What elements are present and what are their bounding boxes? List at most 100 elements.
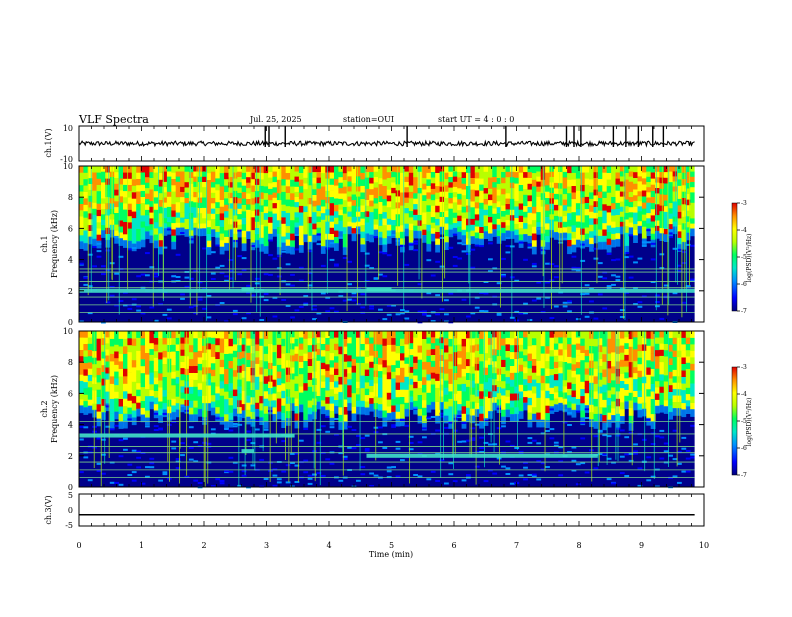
spectrogram-cell [580,331,585,339]
spectrogram-cell [462,166,467,172]
spectrogram-cell [299,186,304,193]
spectrogram-cell [277,371,282,378]
spectrogram-cell [277,275,282,277]
spectrogram-cell [136,179,141,186]
spectrogram-cell [207,343,212,349]
spectrogram-cell [638,384,643,391]
spectrogram-cell [79,337,84,344]
spectrogram-cell [572,357,577,364]
spectrogram-cell [514,200,519,206]
spectrogram-cell [690,171,695,177]
spectrogram-cell [413,363,418,370]
spectrogram-cell [286,179,291,186]
spectrogram-cell [360,466,365,468]
spectrogram-emission-band [242,449,255,453]
spectrogram-cell [462,189,467,195]
spectrogram-cell [391,398,396,405]
spectrogram-cell [229,353,234,361]
spectrogram-cell [598,262,603,264]
spectrogram-cell [207,316,212,318]
spectrogram-cell [514,400,519,407]
spectrogram-cell [369,331,374,338]
spectrogram-cell [110,414,115,422]
spectrogram-cell [338,182,343,188]
spectrogram-cell [514,407,519,414]
spectrogram-cell [620,227,625,235]
spectrogram-cell [127,178,132,185]
spectrogram-cell [114,184,119,190]
spectrogram-cell [299,343,304,350]
spectrogram-cell [413,231,418,239]
spectrogram-cell [620,331,625,339]
spectrogram-cell [303,353,308,361]
spectrogram-cell [167,207,172,213]
spectrogram-cell [145,396,150,404]
spectrogram-cell [246,431,251,433]
spectrogram-cell [638,306,643,308]
spectrogram-cell [246,182,251,188]
spectrogram-cell [101,187,106,193]
spectrogram-cell [422,189,427,195]
spectrogram-cell [198,299,203,301]
spectrogram-cell [479,202,484,209]
spectrogram-cell [378,410,383,418]
spectrogram-cell [462,183,467,189]
spectrogram-cell [299,245,304,253]
spectrogram-cell [607,238,612,245]
spectrogram-cell [457,404,462,411]
spectrogram-cell [374,198,379,204]
spectrogram-cell [176,217,181,223]
spectrogram-cell [576,166,581,173]
spectrogram-cell [330,197,335,204]
spectrogram-cell [457,199,462,205]
spectrogram-cell [492,331,497,337]
spectrogram-cell [422,392,427,400]
spectrogram-cell [149,466,154,468]
ch2-ytick-label: 2 [68,452,73,461]
spectrogram-cell [387,470,392,472]
spectrogram-cell [189,400,194,407]
spectrogram-cell [321,219,326,226]
spectrogram-cell [594,195,599,201]
spectrogram-cell [462,479,467,481]
spectrogram-cell [338,177,343,183]
spectrogram-cell [646,176,651,182]
spectrogram-cell [620,416,625,424]
spectrogram-cell [453,256,458,258]
spectrogram-cell [475,351,480,358]
spectrogram-cell [299,362,304,369]
spectrogram-cell [681,351,686,358]
spectrogram-cell [356,216,361,221]
spectrogram-cell [167,176,172,182]
spectrogram-cell [514,359,519,366]
spectrogram-cell [171,191,176,198]
spectrogram-cell [378,377,383,384]
spectrogram-cell [88,479,93,481]
spectrogram-cell [492,177,497,183]
spectrogram-cell [598,210,603,217]
spectrogram-cell [594,166,599,172]
spectrogram-cell [215,214,220,220]
spectrogram-cell [145,166,150,172]
spectrogram-cell [136,344,141,351]
spectrogram-cell [506,473,511,475]
spectrogram-cell [514,183,519,189]
spectrogram-cell [233,370,238,377]
spectrogram-cell [448,473,453,475]
spectrogram-cell [642,220,647,226]
spectrogram-cell [536,181,541,187]
spectrogram-cell [277,398,282,405]
spectrogram-cell [479,391,484,399]
spectrogram-cell [295,171,300,177]
spectrogram-cell [690,396,695,403]
spectrogram-cell [105,215,110,222]
spectrogram-cell [391,385,396,392]
spectrogram-cell [189,345,194,352]
spectrogram-cell [422,235,427,243]
spectrogram-cell [193,176,198,182]
spectrogram-cell [444,366,449,373]
spectrogram-cell [422,218,427,224]
spectrogram-cell [119,484,124,486]
spectrogram-cell [123,339,128,347]
spectrogram-cell [528,375,533,383]
